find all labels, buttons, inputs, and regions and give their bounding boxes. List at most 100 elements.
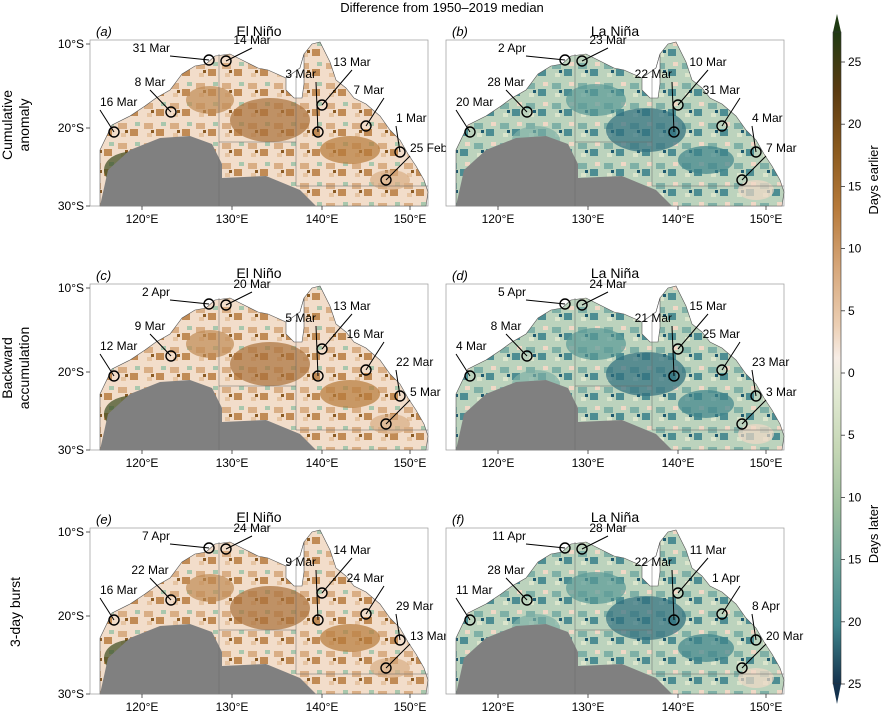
- site-circle: [360, 608, 372, 620]
- site-marker: 23 Mar: [750, 355, 789, 402]
- x-tick-label: 120°E: [482, 700, 515, 714]
- land-anomaly-field: [99, 41, 429, 207]
- x-tick-label: 120°E: [482, 456, 515, 470]
- map-panel-5: (e) 7 Apr 24 Mar 14 Mar 22 Mar 9 Mar 24 Mar 16 …: [58, 512, 448, 714]
- site-date-label: 5 Mar: [285, 311, 316, 325]
- site-circle: [736, 662, 748, 674]
- site-marker: 20 Mar: [220, 277, 271, 311]
- x-tick-label: 130°E: [216, 700, 249, 714]
- site-circle: [165, 106, 177, 118]
- col-title-b: La Niña: [591, 23, 639, 39]
- site-circle: [380, 662, 392, 674]
- site-circle: [203, 298, 215, 310]
- x-tick-label: 150°E: [394, 212, 427, 226]
- x-tick-label: 150°E: [750, 212, 783, 226]
- site-date-label: 7 Apr: [142, 529, 170, 543]
- site-date-label: 14 Mar: [233, 33, 270, 47]
- site-date-label: 5 Apr: [498, 285, 526, 299]
- site-marker: 3 Mar: [736, 385, 797, 430]
- site-circle: [464, 126, 476, 138]
- site-marker: 28 Mar: [487, 563, 533, 606]
- site-circle: [312, 370, 324, 382]
- colorbar-tick-label: 0: [848, 366, 855, 380]
- masked-area: [456, 136, 578, 206]
- site-circle: [576, 299, 588, 311]
- x-tick-label: 150°E: [394, 456, 427, 470]
- land-anomaly-field: [455, 529, 785, 695]
- site-date-label: 24 Mar: [589, 277, 626, 291]
- site-marker: 25 Mar: [703, 327, 741, 376]
- site-date-label: 31 Mar: [703, 83, 740, 97]
- row-label-3: 3-day burst: [7, 577, 23, 647]
- site-date-label: 28 Mar: [487, 75, 524, 89]
- y-tick-label: 30°S: [58, 199, 84, 213]
- site-marker: 2 Apr: [142, 285, 215, 310]
- site-date-label: 2 Apr: [498, 41, 526, 55]
- site-circle: [380, 174, 392, 186]
- site-date-label: 25 Feb: [410, 141, 448, 155]
- site-marker: 4 Mar: [750, 111, 783, 158]
- site-marker: 10 Mar: [672, 55, 727, 111]
- site-marker: 9 Mar: [135, 319, 177, 362]
- site-date-label: 16 Mar: [347, 327, 384, 341]
- site-circle: [380, 418, 392, 430]
- site-marker: 7 Apr: [142, 529, 215, 554]
- land-anomaly-field: [455, 41, 785, 207]
- y-tick-label: 10°S: [58, 525, 84, 539]
- map-panel-6: (f) 11 Apr 28 Mar 11 Mar 28 Mar 22 Mar 1 Apr 11…: [445, 512, 803, 714]
- masked-area: [100, 136, 222, 206]
- site-date-label: 7 Mar: [353, 83, 384, 97]
- site-marker: 20 Mar: [736, 629, 803, 674]
- y-tick-label: 10°S: [58, 281, 84, 295]
- map-panel-4: (d) 5 Apr 24 Mar 15 Mar 8 Mar 21 Mar 25 Mar 4 M…: [445, 268, 797, 470]
- site-date-label: 16 Mar: [100, 583, 137, 597]
- site-date-label: 3 Mar: [766, 385, 797, 399]
- site-date-label: 20 Mar: [766, 629, 803, 643]
- colorbar-tick-label: 15: [848, 179, 862, 193]
- site-circle: [312, 614, 324, 626]
- panel-id: (e): [96, 512, 112, 527]
- y-tick-label: 10°S: [58, 37, 84, 51]
- site-date-label: 7 Mar: [766, 141, 797, 155]
- site-date-label: 21 Mar: [635, 311, 672, 325]
- colorbar-tick-label: 25: [848, 677, 862, 691]
- site-marker: 1 Apr: [712, 571, 741, 620]
- site-date-label: 5 Mar: [410, 385, 441, 399]
- site-circle: [559, 542, 571, 554]
- site-marker: 7 Mar: [736, 141, 797, 186]
- col-title-e: El Niño: [236, 509, 281, 525]
- site-circle: [464, 370, 476, 382]
- colorbar-tick-label: 5: [848, 428, 855, 442]
- site-date-label: 31 Mar: [133, 41, 170, 55]
- map-panel-1: (a) 31 Mar 14 Mar 13 Mar 8 Mar 3 Mar 7 Mar 16 M…: [58, 24, 448, 226]
- site-date-label: 8 Mar: [491, 319, 522, 333]
- colorbar-top-label: Days earlier: [866, 145, 881, 215]
- site-date-label: 25 Mar: [703, 327, 740, 341]
- site-marker: 3 Mar: [285, 67, 324, 138]
- col-title-c: El Niño: [236, 265, 281, 281]
- site-circle: [220, 299, 232, 311]
- site-marker: 11 Mar: [455, 583, 492, 626]
- site-circle: [559, 54, 571, 66]
- site-marker: 21 Mar: [635, 311, 680, 382]
- col-title-d: La Niña: [591, 265, 639, 281]
- site-circle: [108, 126, 120, 138]
- site-marker: 16 Mar: [99, 583, 137, 626]
- svg-text:anomaly: anomaly: [16, 99, 32, 152]
- site-date-label: 23 Mar: [752, 355, 789, 369]
- site-marker: 4 Mar: [455, 339, 487, 382]
- site-date-label: 11 Apr: [492, 529, 526, 543]
- site-date-label: 22 Mar: [635, 67, 672, 81]
- x-tick-label: 140°E: [662, 700, 695, 714]
- site-circle: [576, 543, 588, 555]
- x-tick-label: 150°E: [750, 700, 783, 714]
- map-panel-3: (c) 2 Apr 20 Mar 13 Mar 9 Mar 5 Mar 16 Mar 12 M…: [58, 268, 441, 470]
- site-marker: 23 Mar: [576, 33, 627, 67]
- site-circle: [521, 594, 533, 606]
- site-circle: [576, 55, 588, 67]
- site-marker: 5 Mar: [380, 385, 441, 430]
- land-anomaly-field: [455, 285, 785, 451]
- site-circle: [203, 54, 215, 66]
- y-tick-label: 30°S: [58, 443, 84, 457]
- site-circle: [736, 174, 748, 186]
